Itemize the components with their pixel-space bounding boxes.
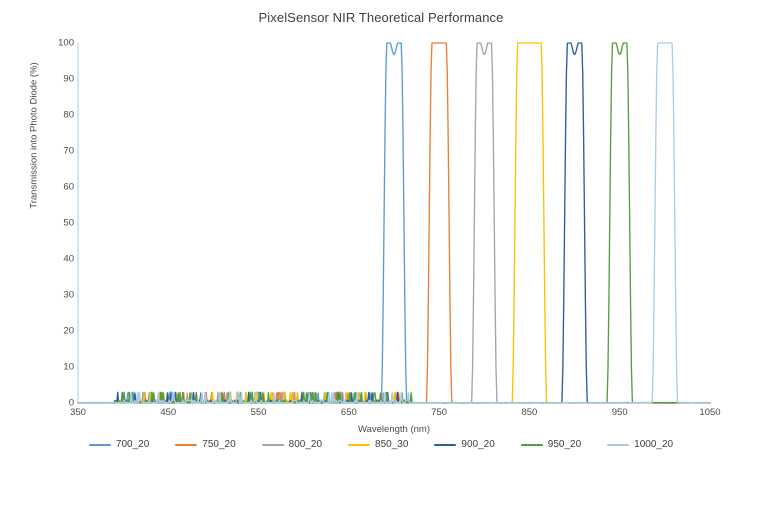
legend-label: 900_20 [461,439,495,450]
y-tick-label: 100 [58,37,74,49]
y-tick-label: 20 [63,325,74,337]
x-tick-label: 850 [521,407,538,418]
y-tick-label: 40 [63,253,74,265]
legend-swatch-icon [607,444,630,446]
y-tick-label: 0 [68,397,74,409]
legend-label: 700_20 [115,439,150,450]
x-tick-label: 550 [250,407,267,418]
y-tick-label: 10 [63,361,74,373]
legend-label: 800_20 [288,439,323,450]
legend-swatch-icon [520,444,543,446]
x-tick-label: 650 [340,407,357,418]
y-tick-label: 30 [63,289,74,301]
legend-item-800_20[interactable]: 800_20 [261,439,323,450]
x-tick-label: 1050 [699,407,721,418]
x-tick-label: 750 [431,407,448,418]
x-tick-label: 950 [611,407,628,418]
y-tick-label: 50 [63,217,74,229]
legend-item-700_20[interactable]: 700_20 [88,439,150,450]
y-tick-label: 70 [63,145,74,157]
legend-label: 950_20 [547,439,582,450]
legend-item-850_30[interactable]: 850_30 [348,440,408,450]
legend-label: 850_30 [375,439,409,450]
y-tick-label: 80 [63,109,74,121]
series-line-900_20 [77,42,711,404]
legend-item-1000_20[interactable]: 1000_20 [607,440,673,450]
legend-label: 1000_20 [634,439,674,450]
legend-swatch-icon [88,444,111,446]
legend-swatch-icon [175,444,198,446]
legend-swatch-icon [261,444,284,446]
legend-item-750_20[interactable]: 750_20 [175,439,236,450]
x-tick-label: 450 [160,407,177,418]
x-tick-label: 350 [70,407,86,418]
series-line-1000_20 [77,42,711,404]
y-axis-tick-labels: 0 10 20 30 40 50 60 70 80 90 100 [34,0,74,517]
series-line-700_20 [77,42,711,404]
chart-title: PixelSensor NIR Theoretical Performance [258,10,504,25]
series-line-950_20 [77,42,711,404]
series-line-800_20 [77,42,711,404]
series-line-850_30 [77,42,711,404]
legend-label: 750_20 [202,439,236,450]
legend-item-950_20[interactable]: 950_20 [520,439,582,450]
legend-item-900_20[interactable]: 900_20 [434,439,495,450]
y-tick-label: 60 [63,181,74,193]
series-line-750_20 [77,42,711,404]
y-tick-label: 90 [63,73,74,85]
chart-legend: 700_20 750_20 800_20 850_30 900_20 950_20 1000… [0,440,762,450]
legend-swatch-icon [348,444,371,446]
x-axis-label: Wavelength (nm) [358,424,430,435]
legend-swatch-icon [434,444,457,446]
